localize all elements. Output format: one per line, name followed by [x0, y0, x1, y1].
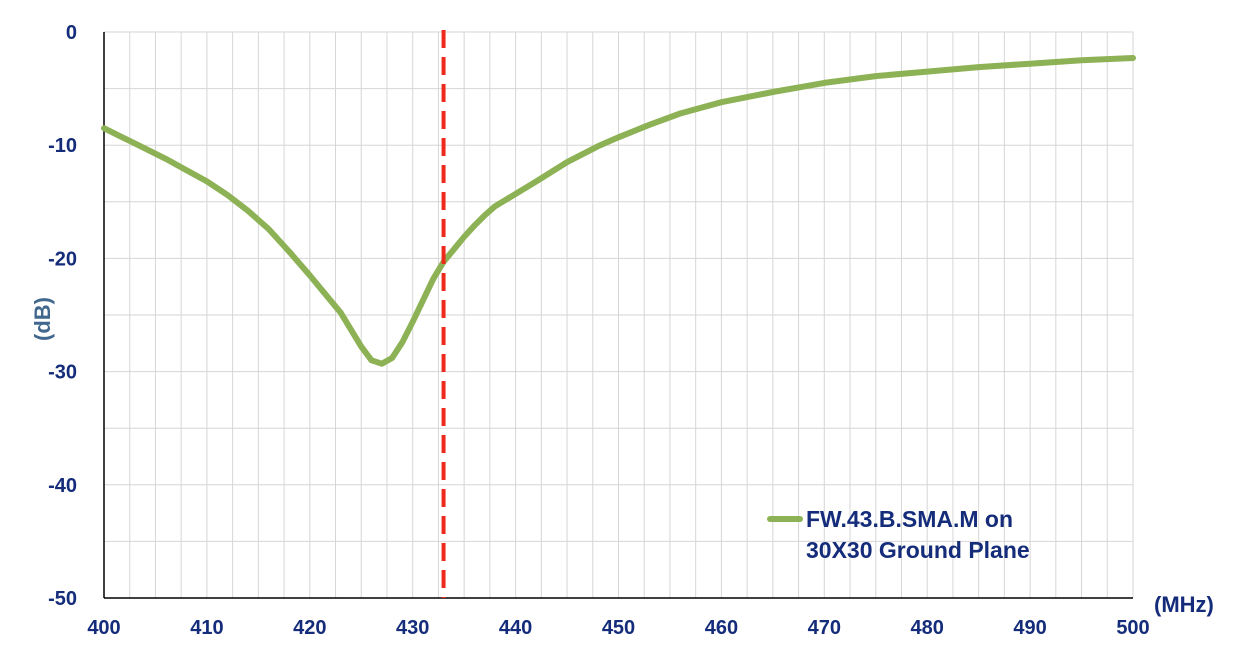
legend: FW.43.B.SMA.M on 30X30 Ground Plane [767, 506, 1030, 563]
legend-label-line: 30X30 Ground Plane [806, 537, 1030, 563]
legend-label: FW.43.B.SMA.M on 30X30 Ground Plane [806, 506, 1030, 563]
y-tick-label: -10 [48, 135, 77, 157]
x-tick-label: 480 [911, 617, 944, 639]
series-line [101, 55, 1136, 367]
x-tick-label: 470 [808, 617, 841, 639]
x-tick-label: 410 [190, 617, 223, 639]
y-tick-label: 0 [66, 22, 77, 44]
x-axis-label: (MHz) [1154, 592, 1214, 617]
x-tick-label: 450 [602, 617, 635, 639]
y-tick-label: -40 [48, 475, 77, 497]
x-tick-label: 430 [396, 617, 429, 639]
x-tick-label: 420 [293, 617, 326, 639]
x-tick-label: 440 [499, 617, 532, 639]
tick-labels: 400 410 420 430 440 450 460 470 480 490 500 0 -10 -20… [48, 22, 1150, 639]
legend-label-line: FW.43.B.SMA.M on [806, 506, 1013, 532]
x-tick-label: 490 [1013, 617, 1046, 639]
x-tick-label: 400 [87, 617, 120, 639]
x-tick-label: 460 [705, 617, 738, 639]
y-tick-label: -20 [48, 248, 77, 270]
y-tick-label: -50 [48, 588, 77, 610]
series-layer [101, 55, 1136, 367]
x-tick-label: 500 [1116, 617, 1149, 639]
y-tick-label: -30 [48, 362, 77, 384]
y-axis-label: (dB) [30, 297, 55, 341]
